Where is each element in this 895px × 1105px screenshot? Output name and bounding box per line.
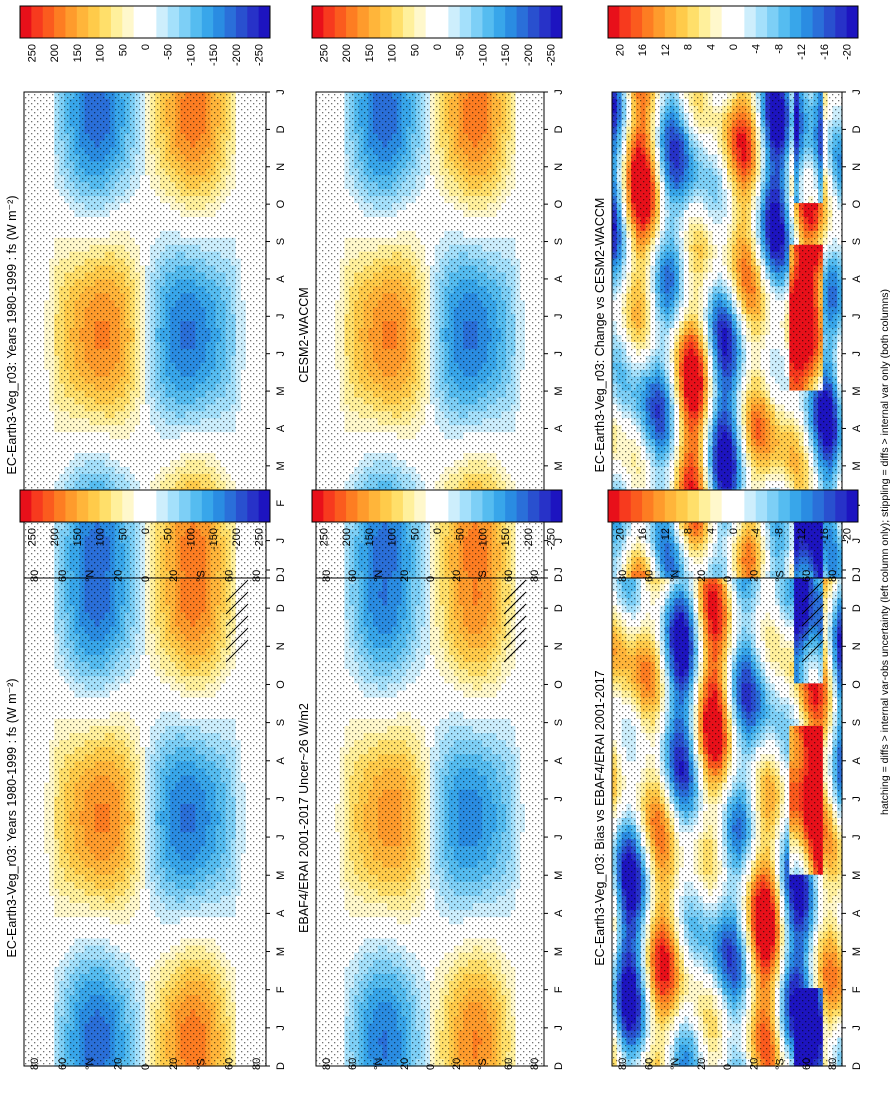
x-tick-label: S <box>275 719 287 726</box>
y-tick-label: 0 <box>140 1064 152 1070</box>
x-tick-label: M <box>275 871 287 880</box>
y-tick-label: 20 <box>112 1058 124 1070</box>
x-tick-label: J <box>275 834 287 840</box>
x-tick-label: D <box>275 604 287 612</box>
x-tick-label: M <box>275 947 287 956</box>
x-tick-label: N <box>275 642 287 650</box>
panel-model_1980_1999_left: D J F M A M J J A S O N D J 80 60 °N 20 0 20 °S 60 80 EC-Earth3… <box>5 567 287 1070</box>
stippling <box>24 570 266 1066</box>
y-tick-label: °S <box>196 1058 208 1070</box>
x-tick-label: F <box>275 986 287 993</box>
x-tick-label: D <box>275 1062 287 1070</box>
y-tick-label: 60 <box>223 1058 235 1070</box>
y-tick-label: 80 <box>251 1058 263 1070</box>
x-tick-label: J <box>275 1025 287 1031</box>
y-tick-label: 60 <box>57 1058 69 1070</box>
panel-title: EC-Earth3-Veg_r03: Years 1980-1999 : fs … <box>5 679 19 958</box>
x-tick-label: A <box>275 909 287 917</box>
y-tick-label: °N <box>85 1058 97 1070</box>
y-tick-label: 80 <box>29 1058 41 1070</box>
x-tick-label: A <box>275 756 287 764</box>
x-tick-label: J <box>275 567 287 573</box>
y-tick-label: 20 <box>168 1058 180 1070</box>
x-tick-label: J <box>275 796 287 802</box>
x-tick-label: O <box>275 680 287 689</box>
figure: D J F M A M J J A S O N D J 80 60 °N 20 0 20 °S 60 80 EC-Earth3… <box>0 0 895 1105</box>
